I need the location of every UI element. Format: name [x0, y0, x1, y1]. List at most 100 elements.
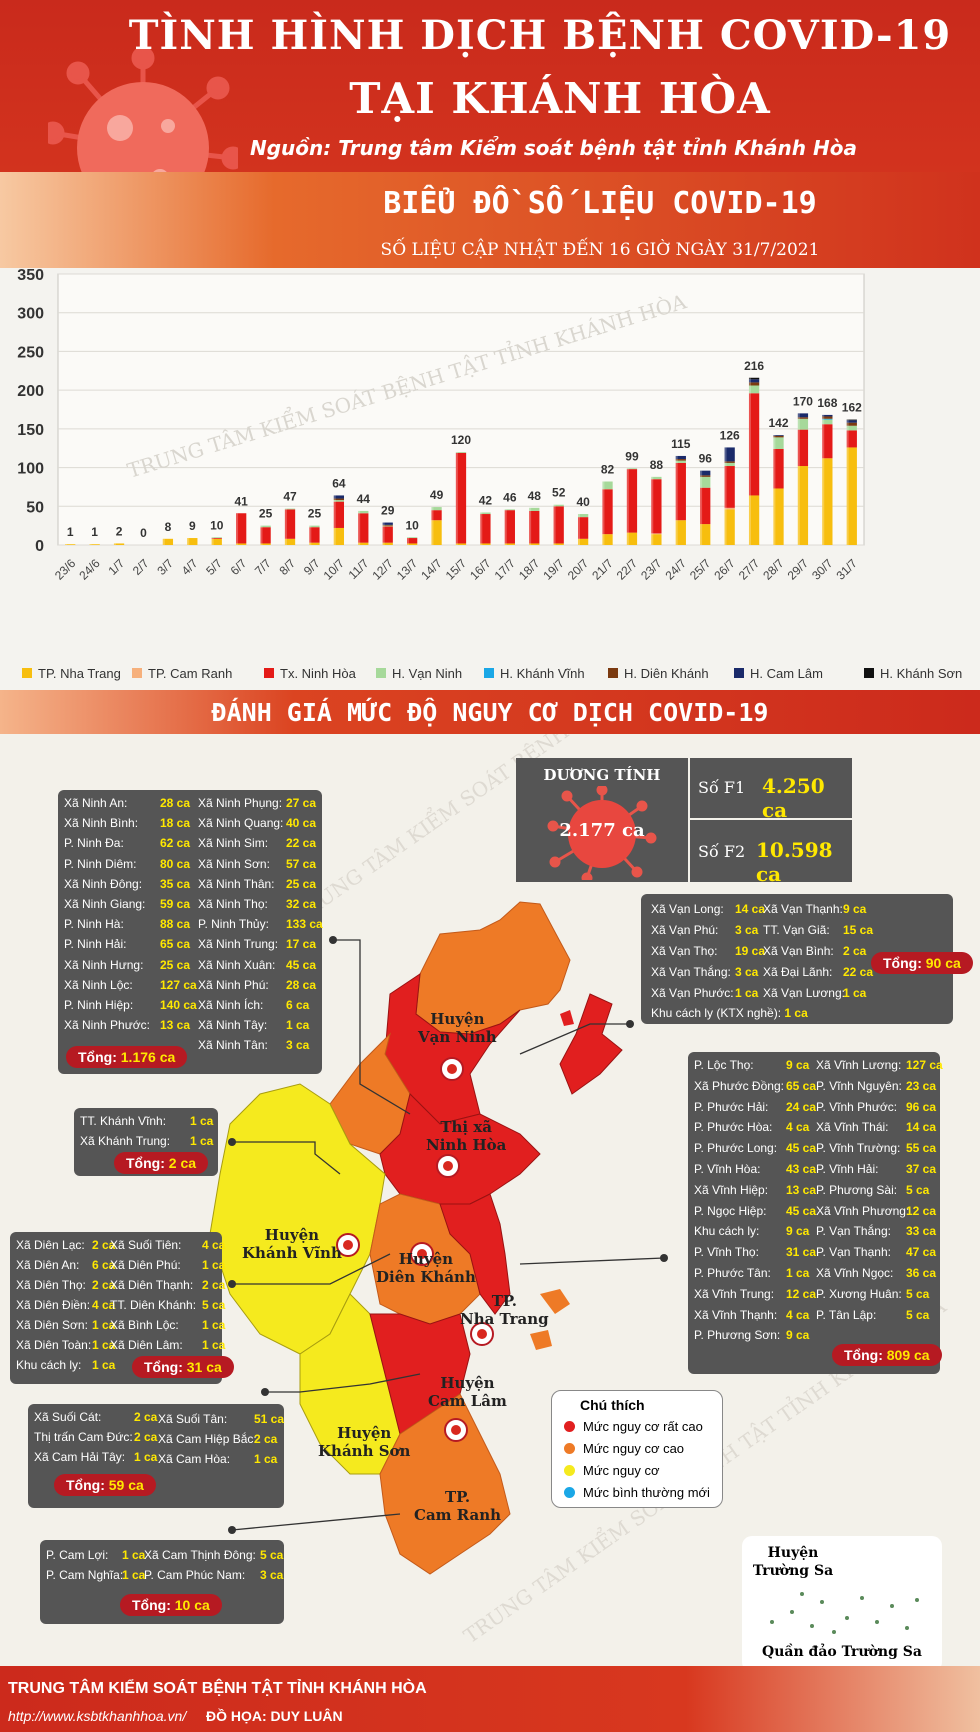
- district-name: P. Phước Tân:: [694, 1266, 771, 1280]
- y-tick-label: 350: [17, 268, 44, 284]
- bar-gloss: [553, 504, 556, 545]
- district-count: 18 ca: [160, 816, 191, 831]
- bar-total-label: 49: [430, 488, 444, 502]
- district-count: 5 ca: [906, 1182, 930, 1197]
- total-label: Tổng:: [66, 1477, 109, 1493]
- legend-swatch: [864, 668, 874, 678]
- bar-gloss: [480, 512, 483, 545]
- legend-entry: TP. Nha Trang: [38, 666, 121, 681]
- legend-entry: Tx. Ninh Hòa: [280, 666, 357, 681]
- bar-gloss: [748, 377, 751, 545]
- bar-total-label: 162: [842, 401, 862, 415]
- bar-segment: [822, 416, 833, 419]
- bar-segment: [724, 462, 735, 467]
- bar-segment: [211, 538, 222, 545]
- district-count: 1 ca: [735, 986, 759, 1000]
- district-name: Xã Cam Hải Tây:: [34, 1450, 126, 1464]
- map-label-ninh-hoa: Thị xã Ninh Hòa: [426, 1118, 507, 1154]
- district-name: Xã Ninh Đông:: [64, 876, 143, 891]
- bar-segment: [675, 460, 686, 463]
- district-name: P. Cam Nghĩa:: [46, 1568, 124, 1582]
- district-count: 2 ca: [202, 1278, 226, 1292]
- bar-gloss: [846, 419, 849, 545]
- bar-total-label: 25: [308, 507, 322, 521]
- district-count: 14 ca: [906, 1120, 937, 1135]
- bar-segment: [724, 461, 735, 463]
- district-name: P. Vĩnh Hải:: [816, 1162, 879, 1176]
- update-note: SỐ LIỆU CẬP NHẬT ĐẾN 16 GIỜ NGÀY 31/7/20…: [380, 240, 820, 260]
- bar-segment: [407, 538, 418, 544]
- bar-segment: [700, 476, 711, 488]
- district-count: 31 ca: [786, 1245, 817, 1260]
- district-name: Xã Diên Điền:: [16, 1298, 91, 1312]
- island: [560, 1010, 574, 1026]
- bar-segment: [797, 466, 809, 545]
- legend-title: Chú thích: [580, 1397, 645, 1413]
- district-count: 2 ca: [254, 1432, 278, 1446]
- district-name: P. Lộc Thọ:: [694, 1058, 754, 1072]
- district-count: 3 ca: [260, 1568, 284, 1582]
- outbreak-marker-core: [417, 1249, 427, 1259]
- district-name: Xã Ninh Hưng:: [64, 957, 144, 972]
- bar-gloss: [602, 481, 605, 545]
- district-count: 1 ca: [92, 1318, 116, 1332]
- total-badge: Tổng: 1.176 ca: [66, 1046, 188, 1068]
- district-name: Khu cách ly:: [694, 1224, 760, 1239]
- bar-segment: [382, 525, 393, 527]
- y-tick-label: 200: [17, 383, 44, 400]
- district-name: Xã Ninh Phụng:: [198, 796, 283, 810]
- bar-segment: [675, 462, 686, 521]
- bar-total-label: 46: [503, 490, 517, 504]
- bar-segment: [309, 525, 320, 528]
- district-count: 28 ca: [160, 796, 191, 810]
- bar-total-label: 0: [140, 526, 147, 540]
- bar-gloss: [89, 544, 92, 545]
- bar-segment: [651, 476, 662, 480]
- footer-url[interactable]: http://www.ksbtkhanhhoa.vn/: [8, 1708, 187, 1724]
- district-name: Xã Vạn Thạnh:: [763, 902, 843, 916]
- district-count: 1 ca: [784, 1006, 808, 1020]
- bar-total-label: 88: [650, 458, 664, 472]
- district-name: Khu cách ly:: [16, 1358, 82, 1372]
- district-count: 12 ca: [786, 1286, 817, 1301]
- f1-label: Số F1: [698, 778, 746, 797]
- district-box-cam-ranh: P. Cam Lợi: 1 ca P. Cam Nghĩa: 1 ca Xã Cam T…: [40, 1540, 284, 1624]
- district-count: 28 ca: [286, 977, 317, 992]
- bar-gloss: [797, 413, 800, 545]
- bar-total-label: 126: [720, 428, 740, 442]
- outbreak-marker-core: [451, 1425, 461, 1435]
- district-count: 43 ca: [786, 1162, 817, 1176]
- district-name: P. Phương Sơn:: [694, 1328, 781, 1343]
- district-name: Xã Diên Lạc:: [16, 1238, 85, 1252]
- bar-segment: [822, 419, 833, 425]
- bar-total-label: 82: [601, 463, 615, 477]
- bar-segment: [846, 425, 857, 431]
- bar-segment: [431, 520, 442, 545]
- island: [540, 1289, 570, 1314]
- map-label-van-ninh: Huyện Vạn Ninh: [418, 1010, 497, 1046]
- legend-swatch: [376, 668, 386, 678]
- district-count: 47 ca: [906, 1245, 937, 1260]
- total-badge: Tổng: 90 ca: [871, 952, 973, 974]
- district-count: 62 ca: [160, 836, 191, 851]
- district-count: 1 ca: [190, 1114, 214, 1128]
- virus-icon: [547, 786, 657, 880]
- district-name: Xã Diên Thạnh:: [110, 1278, 194, 1292]
- bar-segment: [455, 452, 467, 544]
- bar-segment: [748, 377, 760, 380]
- district-name: Xã Vạn Long:: [651, 902, 724, 916]
- bar-segment: [822, 418, 833, 420]
- bar-total-label: 96: [699, 452, 713, 466]
- district-count: 14 ca: [735, 902, 766, 916]
- bar-segment: [577, 514, 589, 518]
- bar-segment: [529, 507, 540, 511]
- bar-chart: 050100150200250300350123/6124/621/702/78…: [0, 268, 980, 690]
- bar-gloss: [431, 507, 434, 545]
- bar-segment: [797, 417, 809, 419]
- district-name: Xã Ninh Quang:: [198, 816, 284, 831]
- bar-total-label: 44: [357, 492, 371, 506]
- district-count: 1 ca: [92, 1358, 116, 1372]
- district-count: 9 ca: [786, 1224, 810, 1239]
- district-name: Xã Bình Lộc:: [110, 1318, 179, 1332]
- bar-gloss: [724, 447, 727, 545]
